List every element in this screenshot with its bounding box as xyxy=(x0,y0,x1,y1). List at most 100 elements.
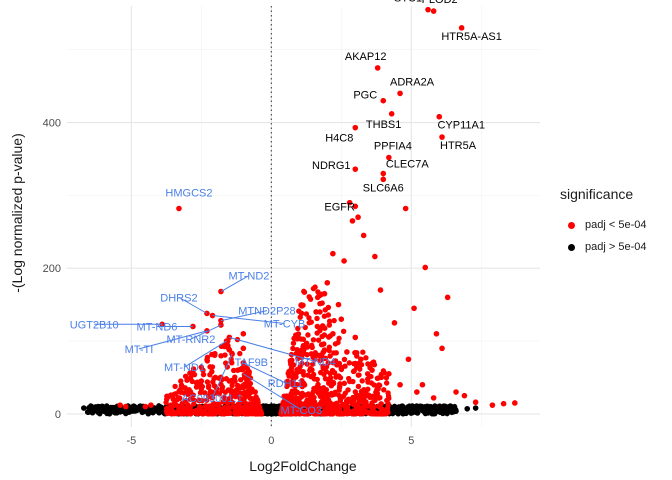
significant-point xyxy=(327,353,333,359)
significant-point xyxy=(341,258,347,264)
significant-point xyxy=(355,372,362,378)
gene-label-mt-nd4: MT-ND4 xyxy=(295,356,336,368)
x-tick-label: -5 xyxy=(126,435,136,447)
significant-point xyxy=(299,360,305,367)
significant-point xyxy=(187,375,194,381)
significant-point xyxy=(352,411,359,417)
significant-point xyxy=(295,325,301,332)
significant-point xyxy=(172,383,178,390)
significant-point xyxy=(350,368,357,375)
significant-point xyxy=(331,317,337,324)
significant-point xyxy=(352,389,359,395)
non-significant-point xyxy=(425,408,431,415)
significant-point xyxy=(489,402,496,408)
significant-point xyxy=(280,408,287,414)
significant-point xyxy=(414,389,420,395)
significant-point xyxy=(333,400,340,407)
significant-point xyxy=(308,319,314,325)
leader-mt-co3 xyxy=(243,373,302,411)
significant-point xyxy=(193,384,200,390)
significant-point xyxy=(330,407,336,413)
significant-point xyxy=(305,372,311,378)
significant-point xyxy=(345,387,351,393)
significant-point xyxy=(369,367,375,373)
significant-point xyxy=(341,410,347,416)
significant-point xyxy=(243,364,249,371)
significant-point xyxy=(419,381,426,388)
significant-point xyxy=(359,378,365,384)
gene-label-htr5a: HTR5A xyxy=(440,140,477,152)
significant-point xyxy=(222,352,228,358)
significant-point xyxy=(252,389,258,395)
significant-point xyxy=(226,346,233,353)
significant-point xyxy=(240,330,247,337)
significant-point xyxy=(229,399,235,406)
significant-point xyxy=(323,368,329,375)
significant-point xyxy=(368,373,374,380)
significant-point xyxy=(346,360,353,366)
y-tick-label: 200 xyxy=(43,263,61,275)
significant-point xyxy=(323,387,330,393)
significant-point xyxy=(341,356,348,363)
significant-point xyxy=(298,310,305,317)
significant-point xyxy=(117,402,123,408)
significant-point xyxy=(326,377,332,384)
significant-point xyxy=(210,411,216,417)
significant-point xyxy=(284,379,290,385)
significant-point xyxy=(229,360,235,366)
significant-point xyxy=(330,250,336,257)
significant-point xyxy=(290,340,297,346)
significant-point xyxy=(350,378,356,385)
significant-point xyxy=(298,302,305,308)
significant-point xyxy=(318,399,325,405)
significant-point xyxy=(405,356,412,363)
significant-point xyxy=(250,408,257,414)
significant-point xyxy=(216,408,223,415)
significant-point xyxy=(358,388,365,395)
significant-point xyxy=(358,362,365,368)
significant-point xyxy=(411,305,417,312)
significant-point xyxy=(199,383,206,390)
legend-label-not-significant: padj > 5e-04 xyxy=(585,241,647,253)
non-significant-point xyxy=(263,404,269,410)
significant-point xyxy=(122,403,129,410)
significant-point xyxy=(170,396,177,403)
significant-point xyxy=(333,350,339,356)
significant-point xyxy=(365,379,371,385)
significant-point xyxy=(330,330,336,337)
significant-point xyxy=(439,134,445,140)
significant-point xyxy=(204,310,210,317)
significant-point xyxy=(171,410,177,416)
significant-point xyxy=(376,382,383,389)
axis-ticks: -5 0 5 0 200 400 xyxy=(43,118,415,447)
significant-point xyxy=(173,391,179,397)
significant-point xyxy=(385,400,391,407)
significant-point xyxy=(360,404,367,411)
gene-label-h4c8: H4C8 xyxy=(325,133,353,145)
significant-point xyxy=(231,367,237,374)
non-significant-point xyxy=(156,406,163,413)
significant-point xyxy=(304,351,310,358)
non-significant-point xyxy=(408,408,414,414)
significant-point xyxy=(246,371,252,377)
significant-point xyxy=(244,392,251,399)
significant-point xyxy=(302,324,308,331)
significant-point xyxy=(218,353,224,359)
significant-point xyxy=(203,397,210,403)
non-significant-point xyxy=(472,405,479,411)
gene-label-mt-co3: MT-CO3 xyxy=(281,405,323,417)
significant-point xyxy=(202,390,208,396)
significant-point xyxy=(357,409,363,415)
gene-label-egfr: EGFR xyxy=(324,202,355,214)
significant-point xyxy=(238,404,245,411)
significant-point xyxy=(309,367,315,373)
significant-point xyxy=(178,378,184,384)
significant-point xyxy=(184,389,191,395)
significant-point xyxy=(422,264,429,271)
significant-point xyxy=(365,386,371,392)
significant-point xyxy=(229,382,235,389)
leader-mt-rnr2 xyxy=(190,324,222,340)
significant-point xyxy=(313,411,319,417)
significant-point xyxy=(314,315,320,322)
significant-point xyxy=(352,166,359,172)
